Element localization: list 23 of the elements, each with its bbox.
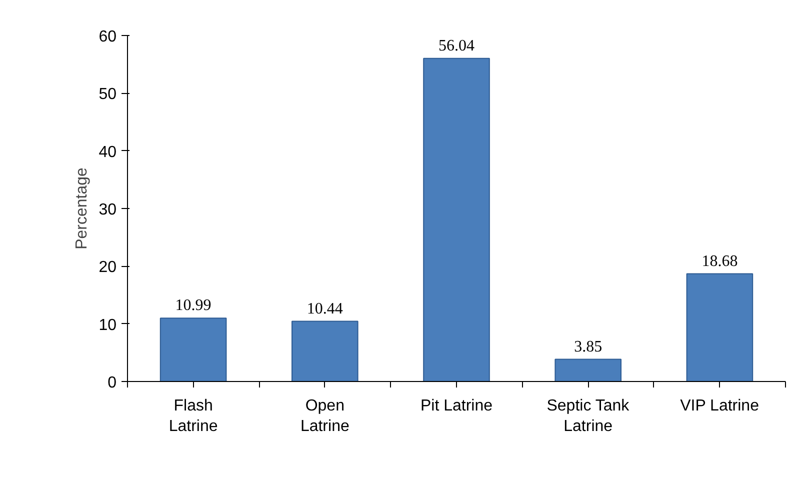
- bar: [423, 58, 490, 382]
- data-label: 10.44: [306, 300, 343, 318]
- y-tick-label: 30: [98, 202, 117, 218]
- data-label: 10.99: [175, 297, 212, 314]
- bar: [554, 358, 622, 382]
- y-tick-label: 10: [98, 316, 117, 334]
- x-tick-label: Pit Latrine: [420, 398, 493, 414]
- bar: [292, 320, 358, 382]
- data-label: 18.68: [702, 252, 738, 270]
- data-label: 3.85: [574, 338, 602, 356]
- x-tick-label: Flash Latrine: [168, 398, 218, 435]
- y-tick-label: 0: [108, 374, 117, 392]
- y-tick-label: 20: [98, 259, 117, 276]
- bar: [686, 273, 754, 382]
- x-tick-label: Septic Tank Latrine: [546, 398, 630, 435]
- data-label: 56.04: [438, 37, 474, 54]
- y-tick-label: 50: [98, 86, 117, 104]
- bar: [160, 318, 227, 382]
- y-tick-label: 40: [98, 144, 117, 161]
- x-tick-label: Open Latrine: [300, 398, 350, 435]
- y-axis-title: Percentage: [74, 167, 91, 250]
- x-tick-label: VIP Latrine: [680, 398, 760, 414]
- y-tick-label: 60: [98, 28, 117, 46]
